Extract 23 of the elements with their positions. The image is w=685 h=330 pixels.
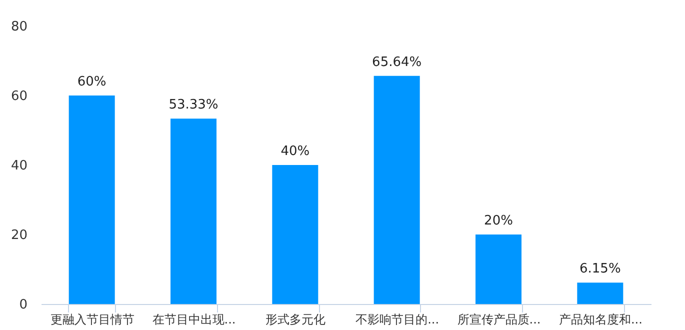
data-label: 60% xyxy=(77,74,106,90)
data-label: 53.33% xyxy=(168,98,218,113)
x-tick-label: 形式多元化 xyxy=(266,312,326,326)
x-tick-label: 在节目中出现... xyxy=(152,312,236,326)
y-tick-label: 20 xyxy=(10,228,28,243)
data-label: 6.15% xyxy=(580,262,621,277)
y-tick-label: 80 xyxy=(10,20,28,34)
y-tick-label: 40 xyxy=(10,158,28,174)
y-tick-label: 0 xyxy=(19,298,28,312)
x-tick-label: 产品知名度和... xyxy=(558,312,642,326)
bar xyxy=(374,76,420,304)
bar xyxy=(476,234,522,304)
x-tick-label: 不影响节目的... xyxy=(356,312,440,326)
bar xyxy=(577,282,624,304)
bar xyxy=(272,165,318,304)
x-tick-label: 更融入节目情节 xyxy=(50,312,134,326)
x-tick-label: 所宣传产品质... xyxy=(457,312,541,326)
y-tick-label: 60 xyxy=(10,89,28,104)
data-label: 20% xyxy=(484,214,513,228)
data-label: 40% xyxy=(280,144,310,159)
bar xyxy=(68,96,115,304)
bar xyxy=(170,118,216,304)
data-label: 65.64% xyxy=(372,54,422,70)
